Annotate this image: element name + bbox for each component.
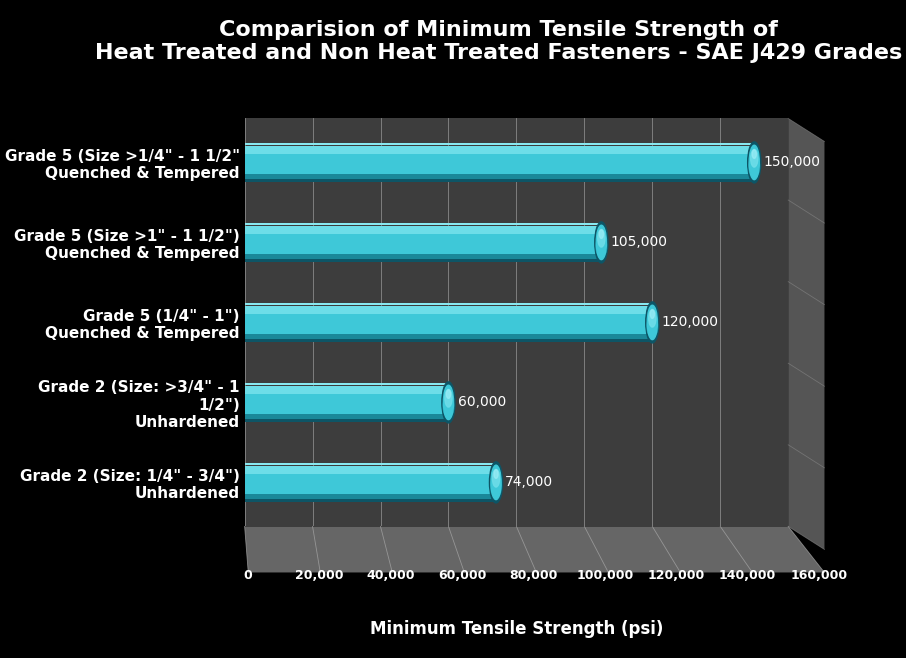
Text: 60,000: 60,000 (458, 395, 506, 409)
Text: 20,000: 20,000 (294, 569, 343, 582)
Bar (245, 383, 448, 386)
Bar (245, 391, 448, 414)
Text: 120,000: 120,000 (648, 569, 705, 582)
Ellipse shape (443, 396, 454, 417)
Bar (245, 171, 755, 179)
Text: 80,000: 80,000 (509, 569, 557, 582)
Bar (245, 251, 602, 259)
Ellipse shape (445, 390, 452, 407)
Ellipse shape (598, 230, 605, 247)
Bar (245, 143, 755, 145)
Ellipse shape (494, 470, 498, 478)
Bar (245, 331, 652, 339)
Ellipse shape (747, 142, 761, 183)
Text: Comparision of Minimum Tensile Strength of
Heat Treated and Non Heat Treated Fas: Comparision of Minimum Tensile Strength … (94, 20, 902, 63)
Bar (245, 231, 602, 254)
Bar (245, 180, 755, 182)
Bar (245, 259, 602, 262)
Bar (245, 151, 755, 174)
Ellipse shape (596, 236, 607, 257)
Ellipse shape (646, 302, 659, 343)
Bar (245, 411, 448, 418)
Text: 74,000: 74,000 (506, 475, 554, 490)
Bar (245, 223, 602, 226)
Ellipse shape (442, 382, 455, 423)
Ellipse shape (752, 150, 757, 159)
Text: Minimum Tensile Strength (psi): Minimum Tensile Strength (psi) (370, 620, 663, 638)
Bar (245, 466, 496, 474)
Bar (245, 491, 496, 499)
Ellipse shape (594, 222, 608, 263)
Ellipse shape (749, 156, 759, 178)
Ellipse shape (493, 469, 499, 487)
Ellipse shape (751, 149, 757, 167)
Text: 150,000: 150,000 (764, 155, 821, 170)
Text: 40,000: 40,000 (366, 569, 415, 582)
Ellipse shape (651, 310, 654, 318)
Bar (245, 499, 496, 502)
Ellipse shape (491, 476, 501, 497)
Ellipse shape (649, 309, 656, 327)
Text: 105,000: 105,000 (611, 236, 668, 249)
Ellipse shape (489, 462, 503, 503)
Text: 160,000: 160,000 (790, 569, 848, 582)
Ellipse shape (599, 230, 603, 238)
Bar (245, 306, 652, 314)
Ellipse shape (491, 465, 501, 499)
Bar (245, 311, 652, 334)
Bar (245, 471, 496, 494)
Bar (245, 419, 448, 422)
Ellipse shape (443, 385, 454, 420)
Ellipse shape (596, 225, 606, 260)
Text: 0: 0 (244, 569, 252, 582)
Ellipse shape (447, 390, 450, 398)
Bar (245, 303, 652, 305)
Bar (245, 386, 448, 393)
Text: 120,000: 120,000 (661, 315, 718, 330)
Text: 100,000: 100,000 (576, 569, 633, 582)
Ellipse shape (647, 316, 658, 338)
Ellipse shape (647, 305, 658, 340)
Text: 60,000: 60,000 (438, 569, 487, 582)
Bar (245, 226, 602, 234)
Bar (245, 340, 652, 342)
Bar (245, 146, 755, 154)
Text: 140,000: 140,000 (719, 569, 776, 582)
Bar (245, 463, 496, 465)
Ellipse shape (749, 145, 759, 180)
